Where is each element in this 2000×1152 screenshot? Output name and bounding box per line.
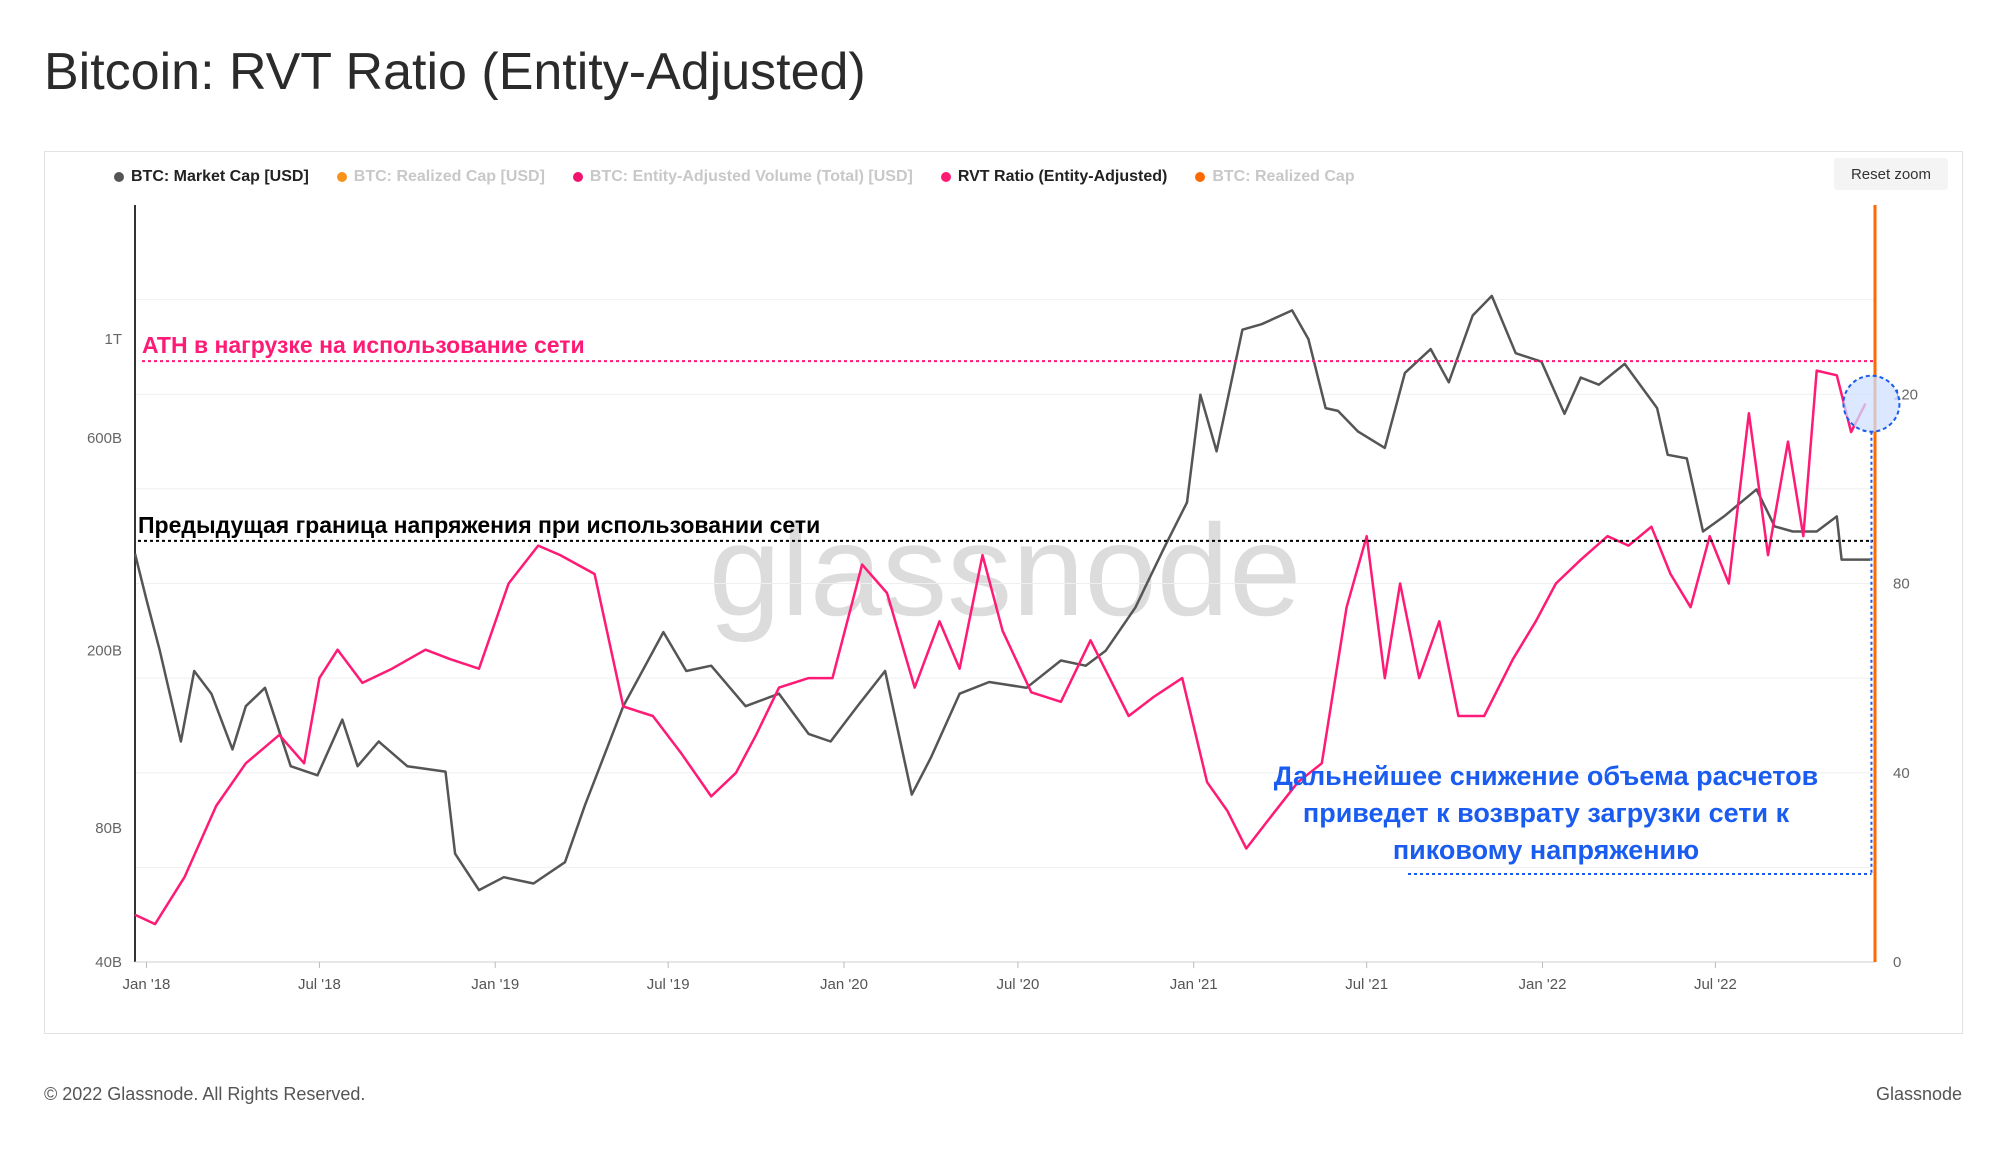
legend-item-market-cap[interactable]: BTC: Market Cap [USD] xyxy=(114,168,309,186)
x-tick-label: Jan '22 xyxy=(1519,976,1567,993)
x-tick-label: Jul '21 xyxy=(1345,976,1388,993)
x-tick-label: Jan '21 xyxy=(1170,976,1218,993)
legend-label: RVT Ratio (Entity-Adjusted) xyxy=(957,168,1168,185)
legend-label: BTC: Realized Cap xyxy=(1212,168,1355,185)
y-left-tick-label: 600B xyxy=(87,430,122,447)
forecast-annotation-line: пиковому напряжению xyxy=(1393,835,1699,865)
legend-dot-icon xyxy=(114,172,124,182)
legend-item-volume[interactable]: BTC: Entity-Adjusted Volume (Total) [USD… xyxy=(572,168,913,186)
x-tick-label: Jan '18 xyxy=(123,976,171,993)
legend-item-rvt-ratio[interactable]: RVT Ratio (Entity-Adjusted) xyxy=(940,168,1168,186)
legend-dot-icon xyxy=(1195,172,1206,182)
y-right-tick-label: 80 xyxy=(1893,576,1910,593)
y-left-tick-label: 200B xyxy=(87,643,122,660)
footer-brand: Glassnode xyxy=(1875,1084,1962,1104)
forecast-annotation-line: приведет к возврату загрузки сети к xyxy=(1303,798,1790,828)
footer-copyright: © 2022 Glassnode. All Rights Reserved. xyxy=(44,1084,366,1104)
x-tick-label: Jan '20 xyxy=(820,976,868,993)
legend-label: BTC: Entity-Adjusted Volume (Total) [USD… xyxy=(589,168,913,185)
legend-dot-icon xyxy=(572,172,583,182)
legend-dot-icon xyxy=(336,172,347,182)
watermark: glassnode xyxy=(709,497,1302,643)
y-left-tick-label: 40B xyxy=(95,954,122,971)
x-tick-label: Jul '18 xyxy=(298,976,341,993)
highlight-circle xyxy=(1842,374,1901,433)
legend: BTC: Market Cap [USD] BTC: Realized Cap … xyxy=(114,168,1355,186)
rvt-ratio-line xyxy=(134,369,1867,926)
legend-item-realized-cap-usd[interactable]: BTC: Realized Cap [USD] xyxy=(336,168,545,186)
ath-annotation: ATH в нагрузке на использование сети xyxy=(142,332,585,358)
legend-item-realized-cap[interactable]: BTC: Realized Cap xyxy=(1195,168,1355,186)
reset-zoom-button[interactable]: Reset zoom xyxy=(1834,158,1948,190)
legend-label: BTC: Realized Cap [USD] xyxy=(353,168,545,185)
y-right-tick-label: 0 xyxy=(1893,954,1901,971)
y-left-tick-label: 80B xyxy=(95,820,122,837)
x-tick-label: Jul '22 xyxy=(1694,976,1737,993)
market-cap-line xyxy=(133,294,1871,892)
chart-frame xyxy=(44,151,1963,1034)
page-title: Bitcoin: RVT Ratio (Entity-Adjusted) xyxy=(44,43,866,101)
y-left-tick-label: 1T xyxy=(104,331,122,348)
previous-boundary-annotation: Предыдущая граница напряжения при исполь… xyxy=(138,512,820,538)
x-tick-label: Jul '19 xyxy=(647,976,690,993)
legend-label: BTC: Market Cap [USD] xyxy=(131,168,309,185)
forecast-annotation-line: Дальнейшее снижение объема расчетов xyxy=(1274,761,1819,791)
x-tick-label: Jul '20 xyxy=(996,976,1039,993)
y-right-tick-label: 40 xyxy=(1893,765,1910,782)
legend-dot-icon xyxy=(940,172,951,182)
x-tick-label: Jan '19 xyxy=(471,976,519,993)
